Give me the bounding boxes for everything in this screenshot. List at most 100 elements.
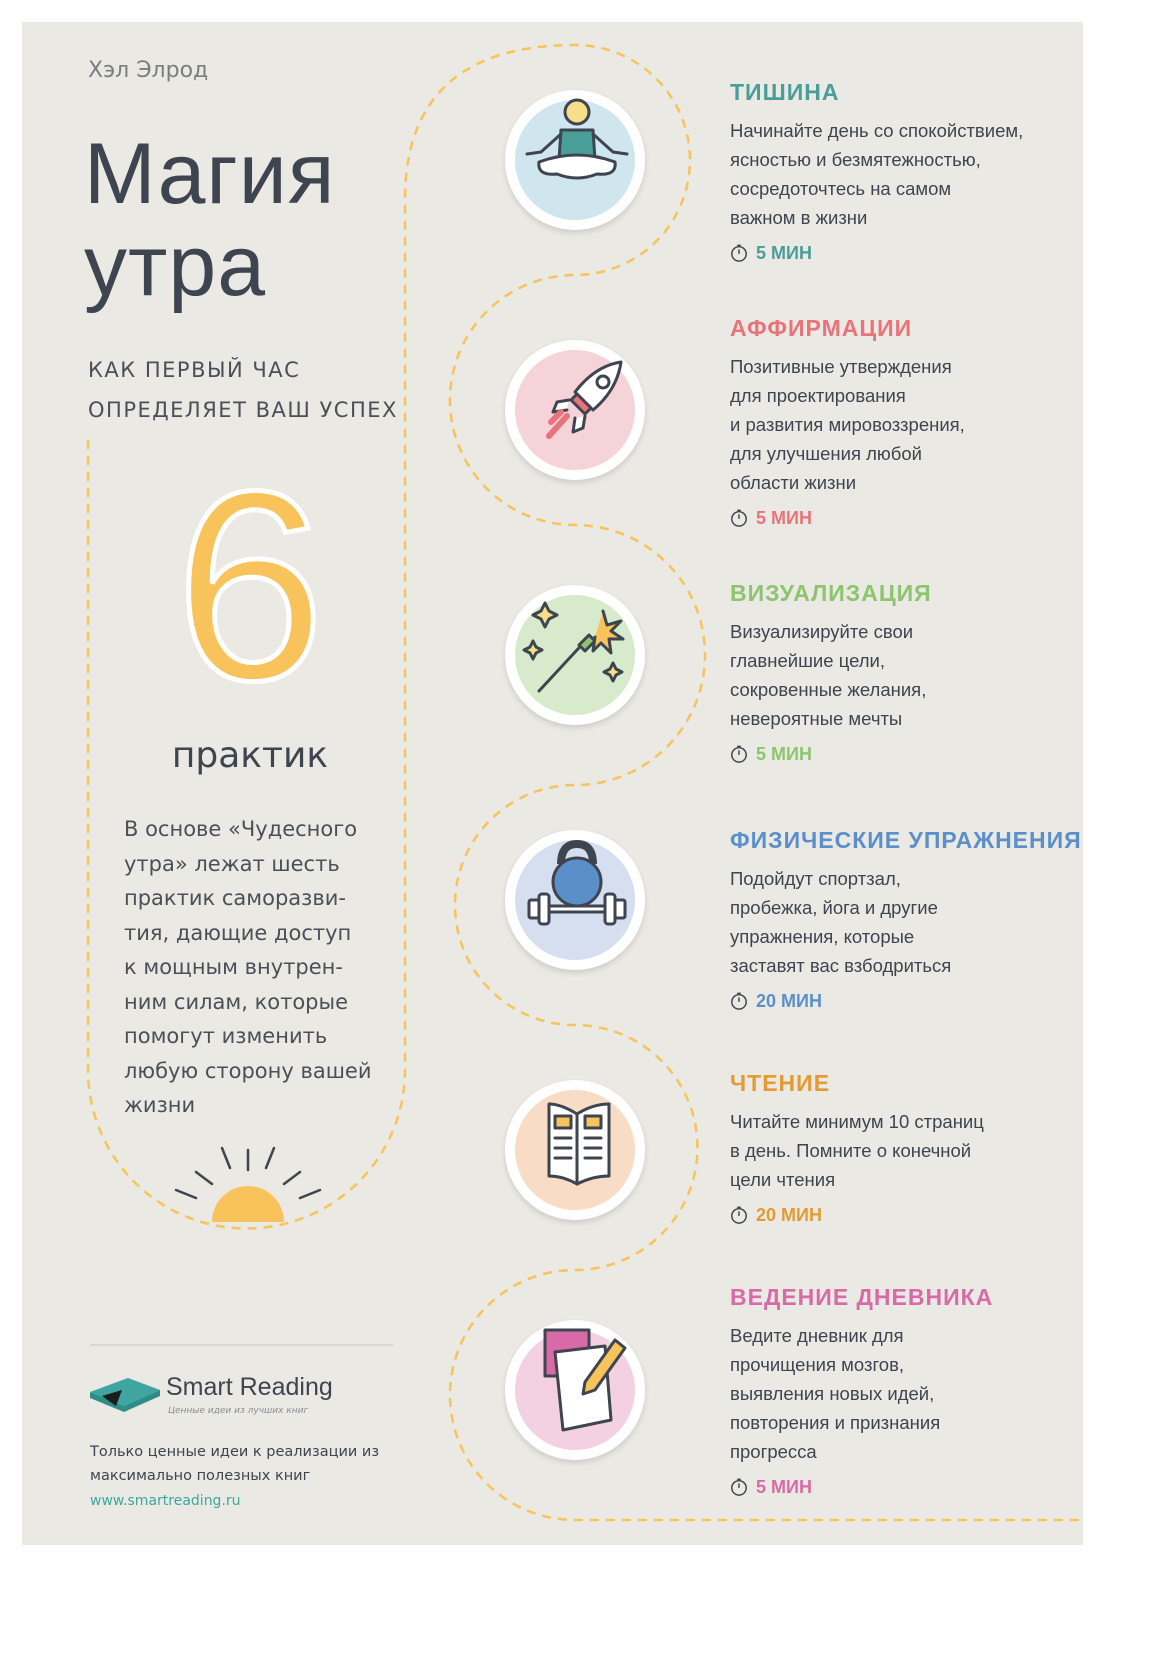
practice-icon-badge [505, 585, 645, 725]
practice-item: ЧТЕНИЕ Читайте минимум 10 страниц в день. … [730, 1069, 1080, 1226]
practice-duration: 5 МИН [730, 743, 1080, 765]
intro-line: ним силам, которые [124, 989, 349, 1014]
practice-icon-badge [505, 90, 645, 230]
subtitle-line: КАК ПЕРВЫЙ ЧАС [88, 358, 301, 382]
practice-icon-badge [505, 830, 645, 970]
intro-text: В основе «Чудесного утра» лежат шесть прак… [124, 812, 424, 1123]
divider [90, 1344, 393, 1346]
duration-text: 5 МИН [756, 744, 812, 764]
description-line: Подойдут спортзал, [730, 868, 901, 889]
practice-title: АФФИРМАЦИИ [730, 315, 913, 341]
intro-line: любую сторону вашей [124, 1058, 372, 1083]
meditation-icon [525, 98, 629, 180]
description-line: выявления новых идей, [730, 1383, 935, 1404]
intro-line: В основе «Чудесного [124, 817, 358, 841]
description-line: Позитивные утверждения [730, 356, 952, 377]
duration-text: 20 МИН [756, 1205, 822, 1225]
practice-description: Начинайте день со спокойствием, ясностью … [730, 116, 1080, 232]
description-line: упражнения, которые [730, 926, 915, 947]
description-line: ясностью и безмятежностью, [730, 149, 981, 170]
practice-title: ФИЗИЧЕСКИЕ УПРАЖНЕНИЯ [730, 827, 1082, 853]
practice-description: Позитивные утверждения для проектирования… [730, 352, 1080, 497]
stopwatch-icon [731, 509, 747, 527]
title-line: Магия [84, 126, 336, 222]
logo-name: Smart Reading [166, 1373, 333, 1401]
stopwatch-icon [731, 1478, 747, 1496]
practice-count: 6 [172, 436, 327, 737]
description-line: прочищения мозгов, [730, 1354, 905, 1375]
smart-reading-logo-icon [90, 1378, 160, 1412]
practice-title: ВЕДЕНИЕ ДНЕВНИКА [730, 1284, 994, 1310]
book-title: Магия утра [84, 128, 335, 312]
intro-line: помогут изменить [124, 1024, 328, 1048]
footer-line: Только ценные идеи к реализации из [90, 1444, 380, 1460]
practice-title: ТИШИНА [730, 79, 840, 105]
description-line: прогресса [730, 1441, 817, 1462]
description-line: сосредоточтесь на самом [730, 178, 952, 199]
practice-item: ТИШИНА Начинайте день со спокойствием, ясн… [730, 78, 1080, 264]
description-line: области жизни [730, 472, 857, 493]
stopwatch-icon [731, 992, 747, 1010]
intro-line: практик саморазви- [124, 886, 346, 910]
description-line: цели чтения [730, 1169, 836, 1190]
duration-text: 20 МИН [756, 991, 822, 1011]
practice-icon-badge [505, 340, 645, 480]
intro-line: утра» лежат шесть [124, 851, 340, 876]
practice-item: ВЕДЕНИЕ ДНЕВНИКА Ведите дневник для прочищ… [730, 1283, 1080, 1498]
practice-title: ЧТЕНИЕ [730, 1070, 831, 1096]
description-line: важном в жизни [730, 207, 868, 228]
sun-icon [174, 1146, 322, 1222]
description-line: для проектирования [730, 385, 906, 406]
stopwatch-icon [731, 1206, 747, 1224]
practice-duration: 5 МИН [730, 1476, 1080, 1498]
description-line: пробежка, йога и другие [730, 897, 938, 918]
description-line: сокровенные желания, [730, 679, 927, 700]
description-line: Ведите дневник для [730, 1325, 904, 1346]
title-line: утра [84, 218, 267, 314]
description-line: для улучшения любой [730, 443, 923, 464]
practice-title: ВИЗУАЛИЗАЦИЯ [730, 580, 932, 606]
stopwatch-icon [731, 244, 747, 262]
rocket-icon [546, 360, 623, 439]
intro-line: жизни [124, 1093, 196, 1117]
practice-icon-badge [505, 1320, 645, 1460]
practice-item: АФФИРМАЦИИ Позитивные утверждения для прое… [730, 314, 1080, 529]
subtitle-line: ОПРЕДЕЛЯЕТ ВАШ УСПЕХ [88, 398, 398, 422]
description-line: повторения и признания [730, 1412, 941, 1433]
practice-count-label: практик [171, 735, 329, 776]
description-line: и развития мировоззрения, [730, 414, 965, 435]
stopwatch-icon [731, 745, 747, 763]
practice-description: Визуализируйте свои главнейшие цели, сокро… [730, 617, 1080, 733]
practice-icon-badge [505, 1080, 645, 1220]
intro-line: тия, дающие доступ [124, 920, 352, 945]
description-line: невероятные мечты [730, 708, 903, 729]
practice-duration: 20 МИН [730, 990, 1080, 1012]
sparkler-icon [522, 601, 625, 693]
website-link[interactable]: www.smartreading.ru [90, 1493, 241, 1509]
description-line: Визуализируйте свои [730, 621, 914, 642]
practice-duration: 5 МИН [730, 507, 1080, 529]
intro-line: к мощным внутрен- [124, 955, 343, 979]
subtitle: КАК ПЕРВЫЙ ЧАС ОПРЕДЕЛЯЕТ ВАШ УСПЕХ [88, 350, 398, 430]
book-icon [547, 1102, 611, 1186]
practice-item: ВИЗУАЛИЗАЦИЯ Визуализируйте свои главнейши… [730, 579, 1080, 765]
description-line: Начинайте день со спокойствием, [730, 120, 1024, 141]
description-line: заставят вас взбодриться [730, 955, 952, 976]
description-line: Читайте минимум 10 страниц [730, 1111, 984, 1132]
practice-description: Читайте минимум 10 страниц в день. Помнит… [730, 1107, 1080, 1194]
logo-tagline: Ценные идеи из лучших книг [168, 1406, 309, 1416]
practice-description: Ведите дневник для прочищения мозгов, выяв… [730, 1321, 1080, 1466]
author-name: Хэл Элрод [88, 58, 209, 83]
description-line: в день. Помните о конечной [730, 1140, 972, 1161]
practice-duration: 20 МИН [730, 1204, 1080, 1226]
footer-line: максимально полезных книг [90, 1468, 311, 1484]
journal-icon [543, 1328, 627, 1432]
duration-text: 5 МИН [756, 1477, 812, 1497]
footer-text: Только ценные идеи к реализации из макси… [90, 1440, 420, 1488]
kettlebell-icon [527, 839, 627, 926]
practice-description: Подойдут спортзал, пробежка, йога и други… [730, 864, 1080, 980]
practice-duration: 5 МИН [730, 242, 1080, 264]
duration-text: 5 МИН [756, 508, 812, 528]
